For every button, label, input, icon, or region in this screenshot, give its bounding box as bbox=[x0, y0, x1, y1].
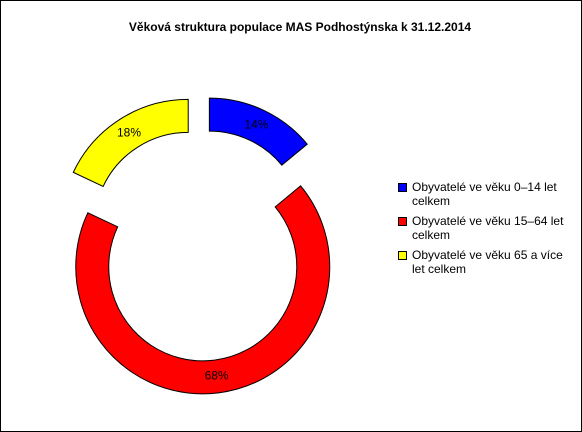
legend-item: Obyvatelé ve věku 15–64 let celkem bbox=[398, 214, 578, 242]
donut-segment bbox=[208, 97, 308, 166]
data-label: 18% bbox=[117, 125, 141, 139]
legend: Obyvatelé ve věku 0–14 let celkem Obyvate… bbox=[398, 180, 578, 282]
donut-segment bbox=[72, 98, 189, 188]
legend-item: Obyvatelé ve věku 0–14 let celkem bbox=[398, 180, 578, 208]
legend-swatch bbox=[398, 251, 407, 260]
legend-label: Obyvatelé ve věku 65 a více let celkem bbox=[412, 248, 563, 276]
donut-segment bbox=[75, 185, 331, 395]
chart-title: Věková struktura populace MAS Podhostýns… bbox=[129, 20, 471, 34]
data-label: 68% bbox=[205, 369, 229, 383]
legend-swatch bbox=[398, 217, 407, 226]
legend-item: Obyvatelé ve věku 65 a více let celkem bbox=[398, 248, 578, 276]
legend-label: Obyvatelé ve věku 15–64 let celkem bbox=[412, 214, 564, 242]
legend-swatch bbox=[398, 183, 407, 192]
legend-label: Obyvatelé ve věku 0–14 let celkem bbox=[412, 180, 557, 208]
data-label: 14% bbox=[244, 117, 268, 131]
